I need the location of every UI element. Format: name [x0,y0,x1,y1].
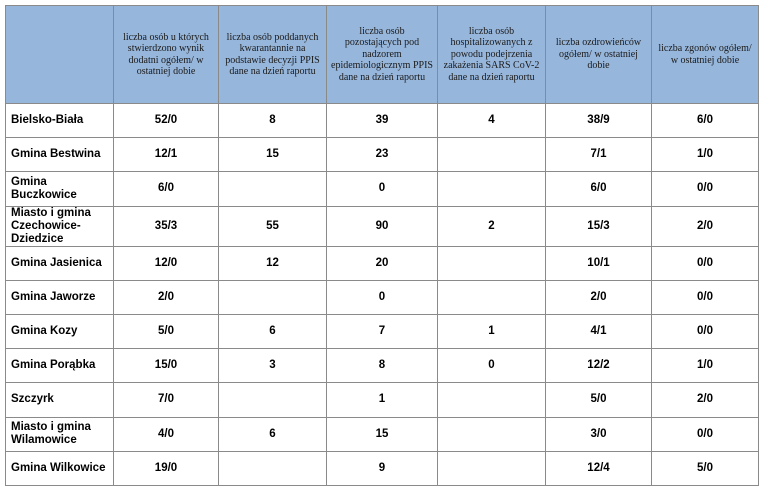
recovered-cell: 2/0 [545,279,652,316]
quarantine-cell: 15 [218,137,327,173]
municipality-name: Gmina Buczkowice [5,171,114,207]
deaths-cell: 1/0 [651,137,759,173]
table-row: Gmina Jasienica 12/0 12 20 10/1 0/0 [5,245,759,281]
recovered-cell: 38/9 [545,102,652,139]
recovered-cell: 5/0 [545,382,652,418]
table-row: Miasto i gmina Czechowice-Dziedzice 35/3 5… [5,205,759,247]
supervision-cell: 8 [326,348,438,384]
municipality-name: Bielsko-Biała [5,102,114,139]
quarantine-cell: 3 [218,348,327,384]
supervision-cell: 1 [326,382,438,418]
municipality-name: Gmina Jasienica [5,245,114,281]
municipality-name: Gmina Kozy [5,314,114,350]
quarantine-cell: 6 [218,416,327,452]
positive-cases-cell: 15/0 [113,348,219,384]
municipality-name: Gmina Jaworze [5,279,114,316]
hospitalized-cell [437,279,546,316]
table-row: Szczyrk 7/0 1 5/0 2/0 [5,382,759,418]
positive-cases-cell: 52/0 [113,102,219,139]
quarantine-cell [218,382,327,418]
table-row: Gmina Bestwina 12/1 15 23 7/1 1/0 [5,137,759,173]
hospitalized-cell [437,137,546,173]
hospitalized-cell [437,450,546,487]
quarantine-cell: 8 [218,102,327,139]
recovered-cell: 10/1 [545,245,652,281]
deaths-cell: 5/0 [651,450,759,487]
covid-statistics-table: liczba osób u których stwierdzono wynik … [5,5,759,487]
quarantine-cell [218,171,327,207]
supervision-cell: 7 [326,314,438,350]
recovered-cell: 3/0 [545,416,652,452]
recovered-cell: 12/4 [545,450,652,487]
deaths-cell: 2/0 [651,382,759,418]
recovered-cell: 12/2 [545,348,652,384]
table-row: Bielsko-Biała 52/0 8 39 4 38/9 6/0 [5,102,759,139]
quarantine-cell [218,279,327,316]
positive-cases-cell: 35/3 [113,205,219,247]
municipality-name: Gmina Porąbka [5,348,114,384]
municipality-name: Gmina Wilkowice [5,450,114,487]
hospitalized-cell: 4 [437,102,546,139]
table-row: Miasto i gmina Wilamowice 4/0 6 15 3/0 0/0 [5,416,759,452]
supervision-cell: 23 [326,137,438,173]
deaths-cell: 0/0 [651,245,759,281]
positive-cases-cell: 6/0 [113,171,219,207]
header-row: liczba osób u których stwierdzono wynik … [5,5,759,104]
deaths-cell: 0/0 [651,279,759,316]
supervision-cell: 0 [326,279,438,316]
positive-cases-cell: 19/0 [113,450,219,487]
header-corner [5,5,114,104]
hospitalized-cell [437,382,546,418]
quarantine-cell: 6 [218,314,327,350]
deaths-cell: 0/0 [651,314,759,350]
hospitalized-cell: 1 [437,314,546,350]
hospitalized-cell [437,171,546,207]
municipality-name: Gmina Bestwina [5,137,114,173]
positive-cases-cell: 5/0 [113,314,219,350]
quarantine-cell: 55 [218,205,327,247]
deaths-cell: 0/0 [651,416,759,452]
recovered-cell: 7/1 [545,137,652,173]
positive-cases-cell: 7/0 [113,382,219,418]
recovered-cell: 6/0 [545,171,652,207]
hospitalized-cell: 2 [437,205,546,247]
header-deaths: liczba zgonów ogółem/ w ostatniej dobie [651,5,759,104]
municipality-name: Miasto i gmina Czechowice-Dziedzice [5,205,114,247]
table-row: Gmina Wilkowice 19/0 9 12/4 5/0 [5,450,759,487]
table-row: Gmina Kozy 5/0 6 7 1 4/1 0/0 [5,314,759,350]
supervision-cell: 9 [326,450,438,487]
deaths-cell: 6/0 [651,102,759,139]
recovered-cell: 4/1 [545,314,652,350]
supervision-cell: 90 [326,205,438,247]
supervision-cell: 15 [326,416,438,452]
header-hospitalized: liczba osób hospitalizowanych z powodu p… [437,5,546,104]
table-row: Gmina Porąbka 15/0 3 8 0 12/2 1/0 [5,348,759,384]
recovered-cell: 15/3 [545,205,652,247]
positive-cases-cell: 4/0 [113,416,219,452]
supervision-cell: 39 [326,102,438,139]
municipality-name: Szczyrk [5,382,114,418]
hospitalized-cell [437,245,546,281]
header-recovered: liczba ozdrowieńców ogółem/ w ostatniej … [545,5,652,104]
header-quarantine: liczba osób poddanych kwarantannie na po… [218,5,327,104]
positive-cases-cell: 12/1 [113,137,219,173]
deaths-cell: 1/0 [651,348,759,384]
table-row: Gmina Buczkowice 6/0 0 6/0 0/0 [5,171,759,207]
header-positive-cases: liczba osób u których stwierdzono wynik … [113,5,219,104]
deaths-cell: 2/0 [651,205,759,247]
quarantine-cell [218,450,327,487]
hospitalized-cell [437,416,546,452]
supervision-cell: 0 [326,171,438,207]
positive-cases-cell: 12/0 [113,245,219,281]
table-row: Gmina Jaworze 2/0 0 2/0 0/0 [5,279,759,316]
positive-cases-cell: 2/0 [113,279,219,316]
quarantine-cell: 12 [218,245,327,281]
municipality-name: Miasto i gmina Wilamowice [5,416,114,452]
deaths-cell: 0/0 [651,171,759,207]
hospitalized-cell: 0 [437,348,546,384]
supervision-cell: 20 [326,245,438,281]
header-epidemiological-supervision: liczba osób pozostających pod nadzorem e… [326,5,438,104]
